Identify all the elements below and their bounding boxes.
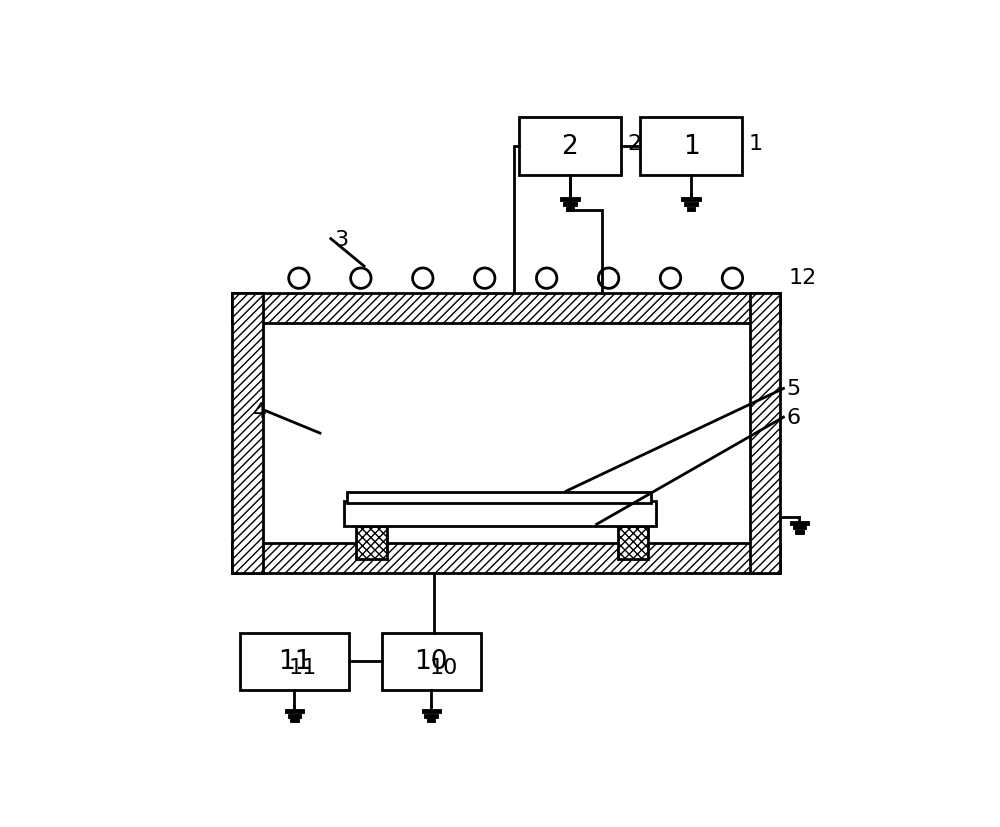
Bar [519,118,621,175]
Bar [356,526,387,559]
Text: 3: 3 [334,229,348,249]
Bar [750,294,780,574]
Text: 10: 10 [430,657,458,677]
Text: 11: 11 [278,648,311,675]
Bar [232,294,263,574]
Bar [618,526,648,559]
Text: 1: 1 [683,134,699,160]
Text: 5: 5 [787,379,801,399]
Bar [240,633,349,691]
Bar [232,294,780,324]
Text: 10: 10 [414,648,448,675]
Bar [382,633,481,691]
Text: 2: 2 [562,134,578,160]
Bar [640,118,742,175]
Bar [263,324,750,543]
Text: 12: 12 [789,268,817,288]
Text: 1: 1 [748,134,763,154]
Bar [344,502,656,526]
Text: 11: 11 [288,657,316,677]
Bar [232,543,780,574]
Text: 2: 2 [627,134,641,154]
Text: 4: 4 [253,401,267,421]
Text: 6: 6 [787,408,801,428]
Bar [347,493,651,503]
